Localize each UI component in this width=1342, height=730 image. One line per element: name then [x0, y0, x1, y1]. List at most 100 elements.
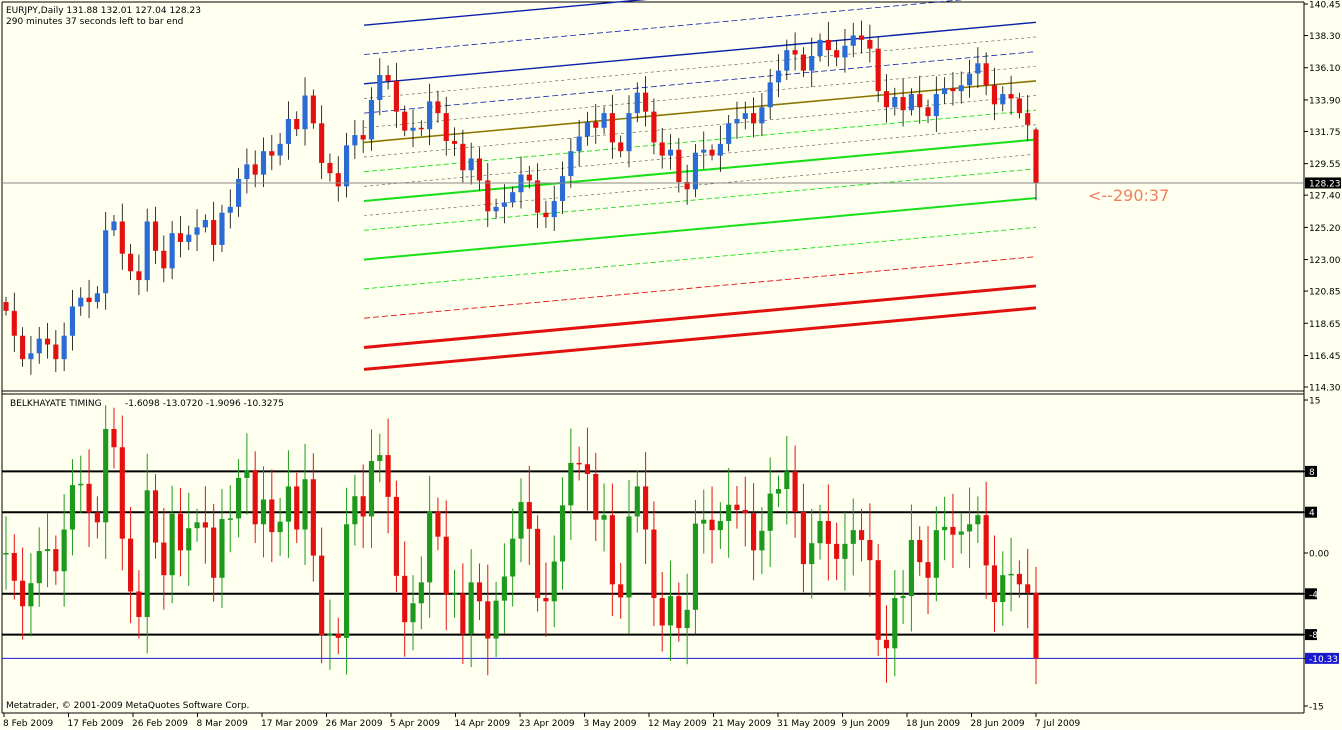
candle-body: [393, 80, 399, 112]
indicator-bar: [352, 496, 358, 525]
current-price-tag: [1305, 177, 1341, 189]
indicator-bar: [485, 601, 491, 639]
indicator-bar: [343, 524, 350, 638]
candle-body: [343, 145, 350, 187]
candle-body: [875, 48, 881, 92]
indicator-bar: [427, 511, 433, 583]
indicator-bar: [211, 527, 217, 578]
candle-body: [69, 306, 76, 336]
indicator-bar: [377, 455, 383, 461]
price-tick-label: 140.45: [1309, 1, 1341, 11]
indicator-bar: [3, 553, 9, 555]
candle-body: [618, 142, 624, 152]
indicator-bar: [958, 531, 964, 535]
indicator-bar: [28, 583, 34, 607]
price-tick-label: 127.40: [1309, 192, 1341, 202]
green-band-line: [363, 168, 1037, 231]
indicator-bar: [202, 522, 208, 528]
candle-body: [933, 94, 939, 117]
indicator-axis: 15 8 4 0.00 -4 -8 -10.33 -15: [1304, 397, 1339, 713]
indicator-level-tag: [1305, 506, 1317, 518]
candle-body: [568, 151, 574, 177]
candle-body: [991, 85, 998, 105]
indicator-bar: [44, 549, 51, 552]
candle-body: [451, 140, 458, 144]
copyright: Metatrader, © 2001-2009 MetaQuotes Softw…: [6, 701, 249, 711]
indicator-bar: [285, 486, 291, 522]
indicator-bar: [493, 600, 499, 639]
indicator-bar: [510, 538, 516, 577]
indicator-bar: [1033, 592, 1039, 659]
regression-mid-line: [363, 80, 1037, 144]
indicator-bar: [335, 633, 341, 638]
indicator-bar: [186, 528, 192, 551]
candle-body: [61, 335, 67, 360]
green-band-line: [363, 197, 1037, 261]
indicator-bar: [917, 539, 923, 563]
candle-body: [792, 50, 798, 55]
indicator-bar: [900, 596, 906, 599]
indicator-bar: [103, 428, 109, 523]
price-tick-label: 125.20: [1309, 224, 1341, 234]
candle-body: [825, 39, 831, 51]
indicator-bar: [576, 462, 582, 465]
indicator-bar: [319, 555, 325, 636]
candle-body: [1025, 113, 1031, 125]
indicator-bar: [593, 474, 599, 520]
indicator-tick-label: -4: [1309, 590, 1318, 600]
indicator-bar: [1016, 573, 1022, 585]
candle-body: [692, 152, 699, 190]
candle-body: [294, 118, 300, 130]
indicator-bar: [767, 493, 773, 531]
inner-band-line: [363, 65, 1037, 129]
indicator-bar: [418, 582, 424, 604]
candle-body: [1033, 129, 1039, 183]
indicator-bar: [883, 639, 890, 649]
indicator-bar: [136, 591, 142, 617]
candle-body: [152, 221, 159, 251]
indicator-bar: [709, 519, 715, 531]
candle-body: [310, 95, 316, 124]
date-tick-label: 23 Apr 2009: [519, 719, 575, 729]
candle-body: [917, 94, 923, 108]
candle-body: [526, 174, 532, 181]
candle-body: [402, 111, 408, 131]
indicator-bar: [460, 593, 466, 634]
candle-body: [510, 192, 516, 203]
indicator-bar: [518, 502, 524, 539]
candle-body: [966, 73, 973, 86]
indicator-bar: [559, 505, 566, 562]
date-tick-label: 8 Mar 2009: [197, 719, 249, 729]
indicator-bar: [360, 496, 366, 517]
indicator-bar: [676, 596, 682, 629]
candle-body: [236, 179, 242, 207]
indicator-bar: [327, 633, 333, 636]
candle-body: [161, 250, 167, 269]
price-tick-label: 131.75: [1309, 128, 1341, 138]
candle-body: [975, 63, 981, 74]
candle-body: [493, 206, 499, 212]
current-price-value: 128.23: [1309, 179, 1341, 189]
indicator-tick-label: -15: [1309, 703, 1324, 713]
indicator-bar: [86, 483, 92, 513]
date-tick-label: 5 Apr 2009: [390, 719, 440, 729]
indicator-bar: [825, 521, 831, 544]
regression-channel: [363, 0, 1037, 371]
indicator-bar: [875, 560, 881, 640]
candle-body: [701, 149, 707, 153]
indicator-bars: [3, 405, 1039, 685]
indicator-bar: [393, 496, 399, 576]
upper-band-line: [363, 21, 1037, 85]
candle-body: [576, 136, 582, 152]
indicator-bar: [942, 526, 948, 531]
indicator-bar: [169, 513, 175, 576]
indicator-bar: [119, 447, 125, 539]
candle-body: [44, 338, 51, 345]
price-tick-label: 116.45: [1309, 352, 1341, 362]
candle-body: [111, 221, 117, 231]
candle-body: [834, 50, 840, 58]
candle-body: [1016, 98, 1022, 114]
candle-body: [269, 151, 275, 156]
indicator-bar: [809, 543, 815, 565]
